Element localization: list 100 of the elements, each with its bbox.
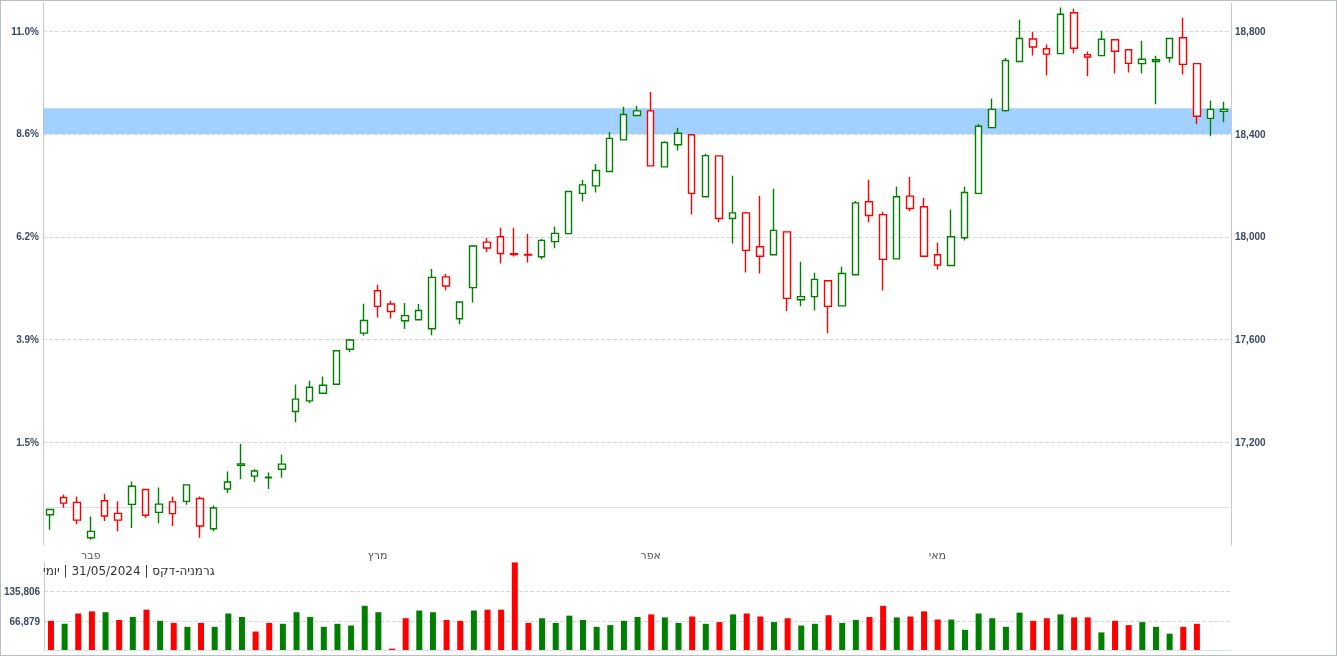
candlestick — [236, 443, 246, 480]
candlestick — [933, 241, 942, 271]
bar — [634, 616, 641, 650]
bar — [266, 622, 273, 650]
candlestick — [127, 480, 137, 529]
bar — [689, 616, 696, 650]
bar — [457, 620, 464, 650]
candlestick — [509, 227, 519, 258]
candlestick — [264, 471, 273, 490]
candlestick — [113, 500, 123, 532]
bar — [866, 616, 873, 650]
candlestick — [1042, 43, 1051, 77]
candlestick — [277, 453, 287, 479]
candlestick — [291, 383, 300, 423]
candlestick — [1151, 54, 1161, 105]
bar — [948, 619, 955, 650]
candlestick — [223, 470, 232, 494]
bar — [1098, 632, 1105, 650]
bar — [770, 622, 777, 650]
y-tick-label: 18,000 — [1235, 231, 1267, 243]
candlestick — [823, 279, 833, 335]
bar — [498, 609, 505, 650]
candlestick — [182, 484, 191, 506]
candlestick — [1192, 62, 1202, 125]
bar — [170, 622, 177, 650]
bar — [225, 613, 232, 650]
candlestick — [154, 486, 164, 524]
candlestick — [673, 127, 683, 152]
bar — [811, 623, 818, 650]
bar — [102, 612, 109, 650]
candlestick — [591, 163, 601, 194]
candlestick — [851, 200, 860, 276]
candlestick — [769, 188, 778, 256]
bar — [238, 616, 245, 650]
candlestick — [427, 268, 437, 336]
candlestick — [496, 227, 505, 265]
candlestick — [646, 91, 655, 168]
candlestick — [987, 97, 997, 129]
bar — [730, 614, 737, 650]
candlestick — [59, 493, 68, 509]
bar — [989, 618, 996, 650]
bar — [525, 622, 532, 650]
bar — [1125, 625, 1132, 650]
candlestick — [373, 284, 382, 319]
candlestick — [714, 155, 724, 224]
candlestick — [332, 350, 341, 385]
bar — [484, 609, 491, 650]
y-tick-label: 66,879 — [9, 615, 41, 627]
bar — [348, 625, 355, 650]
bar — [198, 622, 205, 650]
bar — [907, 616, 914, 650]
candlestick — [345, 338, 355, 354]
bar — [552, 622, 559, 650]
bar — [839, 622, 846, 650]
bar — [880, 605, 887, 650]
bar — [784, 618, 791, 650]
candlestick — [946, 209, 956, 267]
bar — [470, 610, 477, 650]
bar — [593, 626, 600, 650]
bar — [1166, 633, 1173, 650]
bar — [716, 622, 723, 650]
y-tick-label: 135,806 — [3, 586, 41, 598]
candlestick — [414, 303, 423, 321]
x-tick-label: מאי — [928, 549, 947, 562]
candlestick — [687, 134, 696, 216]
y2-tick-label: 3.9% — [16, 333, 40, 345]
candlestick — [796, 260, 806, 308]
candlestick — [386, 300, 396, 320]
y-tick-label: 17,600 — [1235, 334, 1267, 345]
candlestick — [632, 105, 642, 117]
candlestick — [359, 303, 369, 337]
candlestick — [1219, 100, 1229, 123]
candlestick — [100, 492, 109, 522]
bar — [1180, 626, 1187, 650]
candlestick — [1178, 16, 1188, 76]
bar — [1112, 620, 1119, 650]
candlestick — [550, 226, 560, 250]
candlestick — [141, 488, 150, 519]
bar — [1071, 617, 1078, 650]
candlestick — [523, 232, 533, 264]
bar — [129, 616, 136, 650]
bar — [511, 562, 518, 650]
candlestick — [960, 185, 969, 242]
candlestick — [1056, 6, 1065, 55]
candlestick — [741, 211, 751, 274]
candlestick — [1083, 50, 1092, 77]
candlestick — [864, 179, 874, 224]
bar — [1193, 623, 1200, 650]
y2-tick-label: 6.2% — [16, 231, 40, 243]
candlestick — [905, 176, 915, 213]
y-tick-label: 17,200 — [1235, 436, 1267, 448]
bar — [921, 611, 928, 650]
bar — [675, 622, 682, 650]
candlestick — [1110, 39, 1120, 75]
bar — [375, 612, 382, 650]
candlestick — [441, 273, 451, 291]
bar — [47, 620, 54, 650]
candlestick — [1137, 40, 1147, 75]
bar — [184, 626, 191, 650]
x-tick-label: פבר — [81, 549, 101, 562]
